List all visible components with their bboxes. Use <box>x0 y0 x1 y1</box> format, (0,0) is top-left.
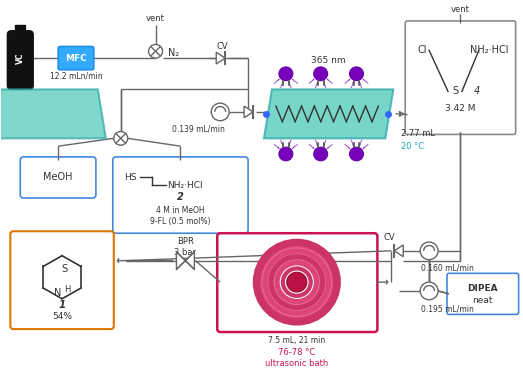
Text: H: H <box>64 286 71 294</box>
Text: ultrasonic bath: ultrasonic bath <box>265 359 328 368</box>
Text: VC: VC <box>16 52 25 64</box>
FancyBboxPatch shape <box>113 157 248 233</box>
Text: 7.5 mL, 21 min: 7.5 mL, 21 min <box>268 336 325 345</box>
Text: MFC: MFC <box>65 54 87 63</box>
Text: 12.2 mLn/min: 12.2 mLn/min <box>50 71 103 80</box>
Text: NH₂·HCl: NH₂·HCl <box>167 181 203 190</box>
Circle shape <box>114 131 128 145</box>
Text: 1: 1 <box>59 300 66 310</box>
Text: S: S <box>452 86 458 96</box>
Text: 54%: 54% <box>52 312 72 321</box>
Text: 2: 2 <box>177 192 184 202</box>
Text: BPR: BPR <box>177 237 194 245</box>
FancyBboxPatch shape <box>10 231 114 329</box>
FancyBboxPatch shape <box>447 273 519 314</box>
Text: 20 °C: 20 °C <box>401 142 424 151</box>
Text: Cl: Cl <box>417 45 427 55</box>
Text: N₂: N₂ <box>168 48 180 58</box>
FancyBboxPatch shape <box>7 31 33 89</box>
Circle shape <box>420 282 438 300</box>
Polygon shape <box>394 245 403 257</box>
Text: 0.195 mL/min: 0.195 mL/min <box>420 304 473 313</box>
Text: N: N <box>54 288 61 298</box>
Circle shape <box>149 44 163 58</box>
Text: 9-FL (0.5 mol%): 9-FL (0.5 mol%) <box>150 217 211 226</box>
Polygon shape <box>264 89 393 138</box>
Polygon shape <box>176 252 186 269</box>
Text: CV: CV <box>383 232 395 242</box>
FancyBboxPatch shape <box>58 46 94 70</box>
Text: vent: vent <box>146 14 165 24</box>
FancyBboxPatch shape <box>405 21 516 134</box>
Polygon shape <box>186 252 195 269</box>
Text: 4: 4 <box>474 86 480 96</box>
Text: S: S <box>61 263 67 273</box>
Text: CV: CV <box>217 42 228 51</box>
Circle shape <box>279 147 293 161</box>
Text: MeOH: MeOH <box>43 172 73 182</box>
Text: 0.139 mL/min: 0.139 mL/min <box>172 124 225 133</box>
Bar <box>17 27 23 35</box>
Bar <box>15 25 25 29</box>
Circle shape <box>287 272 307 292</box>
Circle shape <box>314 67 327 80</box>
Text: 3.42 M: 3.42 M <box>445 104 475 114</box>
Polygon shape <box>216 52 225 64</box>
Text: neat: neat <box>473 296 493 305</box>
Polygon shape <box>244 106 253 118</box>
Text: DIPEA: DIPEA <box>468 284 498 293</box>
Text: 76-78 °C: 76-78 °C <box>278 348 315 357</box>
Text: 0.160 mL/min: 0.160 mL/min <box>420 264 473 273</box>
Text: 365 nm: 365 nm <box>311 56 346 65</box>
Polygon shape <box>0 89 106 138</box>
Text: vent: vent <box>450 5 469 14</box>
Circle shape <box>349 67 363 80</box>
Circle shape <box>314 147 327 161</box>
Text: 2.77 mL: 2.77 mL <box>401 129 435 138</box>
FancyBboxPatch shape <box>217 233 378 332</box>
Text: 3 bar: 3 bar <box>174 248 197 257</box>
Text: NH₂·HCl: NH₂·HCl <box>470 45 509 55</box>
Text: 4 M in MeOH: 4 M in MeOH <box>156 206 204 215</box>
Circle shape <box>420 242 438 260</box>
FancyBboxPatch shape <box>20 157 96 198</box>
Circle shape <box>211 103 229 121</box>
Circle shape <box>349 147 363 161</box>
Circle shape <box>279 67 293 80</box>
Text: HS: HS <box>124 173 136 182</box>
